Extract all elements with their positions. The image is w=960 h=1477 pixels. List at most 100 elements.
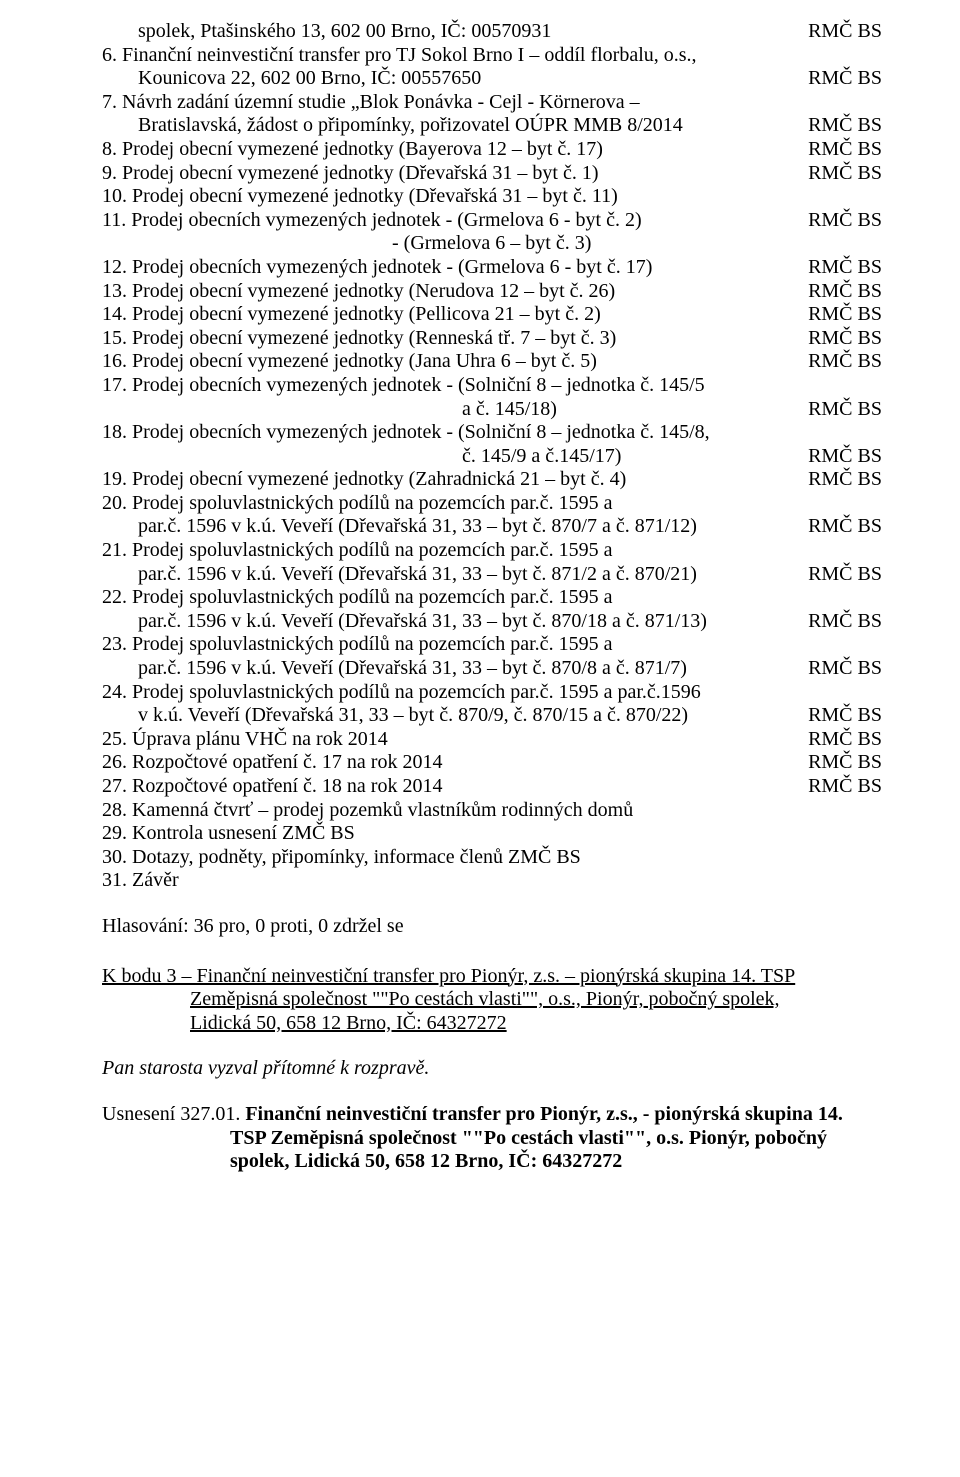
list-row-text: 7. Návrh zadání územní studie „Blok Poná… [102,91,882,115]
usneseni-line1: Usnesení 327.01. Finanční neinvestiční t… [102,1103,882,1127]
list-row-text: 21. Prodej spoluvlastnických podílů na p… [102,539,882,563]
usneseni-line3: spolek, Lidická 50, 658 12 Brno, IČ: 643… [102,1150,882,1174]
rmc-tag: RMČ BS [808,704,882,728]
list-row: 11. Prodej obecních vymezených jednotek … [102,209,882,233]
list-row: 6. Finanční neinvestiční transfer pro TJ… [102,44,882,68]
list-row: 30. Dotazy, podněty, připomínky, informa… [102,846,882,870]
list-row: Bratislavská, žádost o připomínky, pořiz… [102,114,882,138]
list-row-text: 17. Prodej obecních vymezených jednotek … [102,374,882,398]
list-row: 15. Prodej obecní vymezené jednotky (Ren… [102,327,882,351]
numbered-list: spolek, Ptašinského 13, 602 00 Brno, IČ:… [102,20,882,893]
rmc-tag: RMČ BS [808,515,882,539]
list-row-text: 14. Prodej obecní vymezené jednotky (Pel… [102,303,808,327]
list-row-text: 10. Prodej obecní vymezené jednotky (Dře… [102,185,882,209]
list-row-text: spolek, Ptašinského 13, 602 00 Brno, IČ:… [102,20,808,44]
list-row-text: 29. Kontrola usnesení ZMČ BS [102,822,882,846]
list-row-text: 6. Finanční neinvestiční transfer pro TJ… [102,44,882,68]
list-row: 26. Rozpočtové opatření č. 17 na rok 201… [102,751,882,775]
list-row-text: 27. Rozpočtové opatření č. 18 na rok 201… [102,775,808,799]
list-row-text: par.č. 1596 v k.ú. Veveří (Dřevařská 31,… [102,563,808,587]
list-row: 13. Prodej obecní vymezené jednotky (Ner… [102,280,882,304]
list-row: spolek, Ptašinského 13, 602 00 Brno, IČ:… [102,20,882,44]
list-row-text: Kounicova 22, 602 00 Brno, IČ: 00557650 [102,67,808,91]
usneseni-block: Usnesení 327.01. Finanční neinvestiční t… [102,1103,882,1174]
list-row-text: 9. Prodej obecní vymezené jednotky (Dřev… [102,162,808,186]
rmc-tag: RMČ BS [808,67,882,91]
list-row-text: par.č. 1596 v k.ú. Veveří (Dřevařská 31,… [102,657,808,681]
list-row-text: 19. Prodej obecní vymezené jednotky (Zah… [102,468,808,492]
rmc-tag: RMČ BS [808,563,882,587]
list-row-text: Bratislavská, žádost o připomínky, pořiz… [102,114,808,138]
list-row: 12. Prodej obecních vymezených jednotek … [102,256,882,280]
k-bodu-line2: Zeměpisná společnost ""Po cestách vlasti… [102,988,882,1012]
list-row-text: 22. Prodej spoluvlastnických podílů na p… [102,586,882,610]
list-row-text: č. 145/9 a č.145/17) [102,445,808,469]
list-row: 18. Prodej obecních vymezených jednotek … [102,421,882,445]
rmc-tag: RMČ BS [808,303,882,327]
list-row: 31. Závěr [102,869,882,893]
rmc-tag: RMČ BS [808,610,882,634]
usneseni-prefix: Usnesení 327.01. [102,1103,240,1125]
list-row: 22. Prodej spoluvlastnických podílů na p… [102,586,882,610]
list-row: 14. Prodej obecní vymezené jednotky (Pel… [102,303,882,327]
list-row-text: 31. Závěr [102,869,882,893]
rmc-tag: RMČ BS [808,657,882,681]
list-row: par.č. 1596 v k.ú. Veveří (Dřevařská 31,… [102,515,882,539]
list-row-text: 24. Prodej spoluvlastnických podílů na p… [102,681,882,705]
k-bodu-line3: Lidická 50, 658 12 Brno, IČ: 64327272 [102,1012,882,1036]
rmc-tag: RMČ BS [808,398,882,422]
vote-result: Hlasování: 36 pro, 0 proti, 0 zdržel se [102,915,882,939]
list-row: 29. Kontrola usnesení ZMČ BS [102,822,882,846]
list-row: 20. Prodej spoluvlastnických podílů na p… [102,492,882,516]
rmc-tag: RMČ BS [808,751,882,775]
list-row-text: par.č. 1596 v k.ú. Veveří (Dřevařská 31,… [102,610,808,634]
list-row: 23. Prodej spoluvlastnických podílů na p… [102,633,882,657]
list-row: Kounicova 22, 602 00 Brno, IČ: 00557650R… [102,67,882,91]
list-row: 24. Prodej spoluvlastnických podílů na p… [102,681,882,705]
rmc-tag: RMČ BS [808,138,882,162]
list-row: v k.ú. Veveří (Dřevařská 31, 33 – byt č.… [102,704,882,728]
rmc-tag: RMČ BS [808,280,882,304]
list-row: 16. Prodej obecní vymezené jednotky (Jan… [102,350,882,374]
list-row: par.č. 1596 v k.ú. Veveří (Dřevařská 31,… [102,610,882,634]
list-row-text: 8. Prodej obecní vymezené jednotky (Baye… [102,138,808,162]
rmc-tag: RMČ BS [808,162,882,186]
list-row-text: 11. Prodej obecních vymezených jednotek … [102,209,808,233]
list-row: par.č. 1596 v k.ú. Veveří (Dřevařská 31,… [102,657,882,681]
list-row-text: 20. Prodej spoluvlastnických podílů na p… [102,492,882,516]
list-row-text: 28. Kamenná čtvrť – prodej pozemků vlast… [102,799,882,823]
usneseni-line2: TSP Zeměpisná společnost ""Po cestách vl… [102,1127,882,1151]
rmc-tag: RMČ BS [808,256,882,280]
pan-starosta: Pan starosta vyzval přítomné k rozpravě. [102,1057,882,1081]
rmc-tag: RMČ BS [808,445,882,469]
list-row-text: v k.ú. Veveří (Dřevařská 31, 33 – byt č.… [102,704,808,728]
list-row: 17. Prodej obecních vymezených jednotek … [102,374,882,398]
k-bodu-line1: K bodu 3 – Finanční neinvestiční transfe… [102,965,882,989]
list-row: 19. Prodej obecní vymezené jednotky (Zah… [102,468,882,492]
rmc-tag: RMČ BS [808,468,882,492]
list-row: 25. Úprava plánu VHČ na rok 2014RMČ BS [102,728,882,752]
list-row: č. 145/9 a č.145/17)RMČ BS [102,445,882,469]
list-row-text: 30. Dotazy, podněty, připomínky, informa… [102,846,882,870]
rmc-tag: RMČ BS [808,209,882,233]
k-bodu-block: K bodu 3 – Finanční neinvestiční transfe… [102,965,882,1036]
list-row: - (Grmelova 6 – byt č. 3) [102,232,882,256]
list-row: 27. Rozpočtové opatření č. 18 na rok 201… [102,775,882,799]
list-row: 10. Prodej obecní vymezené jednotky (Dře… [102,185,882,209]
list-row-text: 15. Prodej obecní vymezené jednotky (Ren… [102,327,808,351]
list-row-text: 23. Prodej spoluvlastnických podílů na p… [102,633,882,657]
list-row: 7. Návrh zadání územní studie „Blok Poná… [102,91,882,115]
list-row: a č. 145/18)RMČ BS [102,398,882,422]
list-row: 21. Prodej spoluvlastnických podílů na p… [102,539,882,563]
list-row-text: 16. Prodej obecní vymezené jednotky (Jan… [102,350,808,374]
list-row-text: par.č. 1596 v k.ú. Veveří (Dřevařská 31,… [102,515,808,539]
usneseni-line1-rest: Finanční neinvestiční transfer pro Pioný… [240,1103,843,1125]
rmc-tag: RMČ BS [808,20,882,44]
list-row-text: 26. Rozpočtové opatření č. 17 na rok 201… [102,751,808,775]
rmc-tag: RMČ BS [808,114,882,138]
rmc-tag: RMČ BS [808,327,882,351]
list-row: 28. Kamenná čtvrť – prodej pozemků vlast… [102,799,882,823]
rmc-tag: RMČ BS [808,775,882,799]
list-row-text: 12. Prodej obecních vymezených jednotek … [102,256,808,280]
list-row: 9. Prodej obecní vymezené jednotky (Dřev… [102,162,882,186]
